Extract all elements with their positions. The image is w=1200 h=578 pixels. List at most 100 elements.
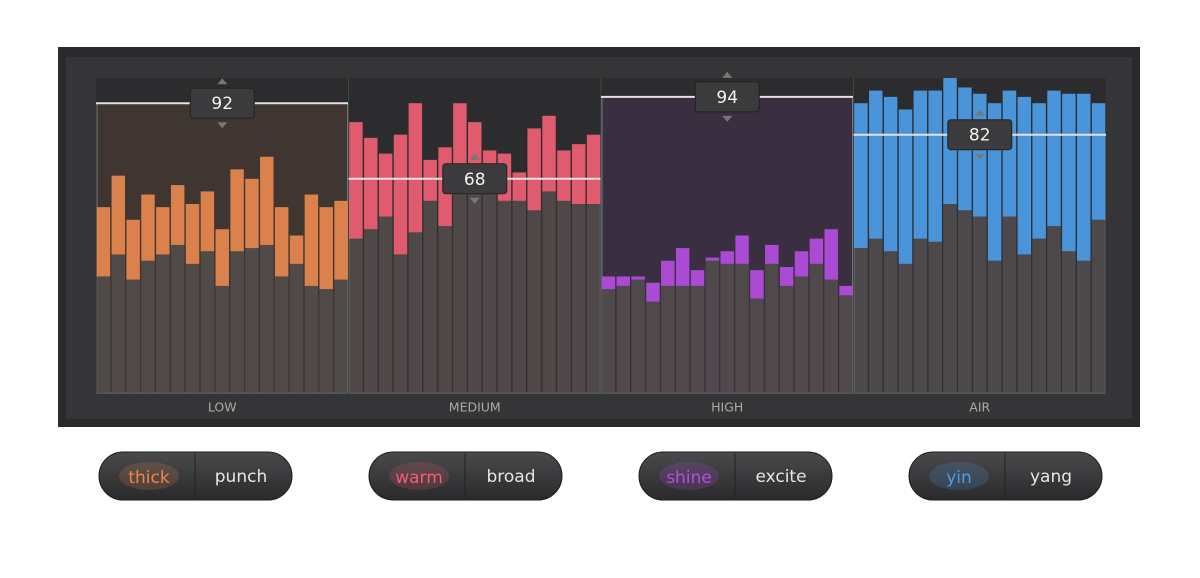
meter-bar [96,207,111,277]
meter-bar [661,260,675,286]
meter-bar [1076,93,1091,261]
band-label: MEDIUM [449,400,501,415]
meter-bar [378,153,393,217]
meter-floor [557,200,571,393]
meter-floor [616,285,631,393]
meter-bar [215,229,229,286]
knob-arrows [217,78,228,129]
meter-bar [809,238,824,264]
meter-floor [839,295,853,393]
meter-floor [690,285,705,393]
meter-bar [349,122,363,239]
meter-bar [408,103,423,233]
toggle-off[interactable]: broad [486,467,535,487]
meter-floor [869,238,883,393]
meter-bar [720,251,734,264]
meter-bar [705,257,720,261]
meter-floor [631,279,645,393]
meter-floor [928,241,942,393]
meter-floor [156,254,170,393]
toggle-on[interactable]: shine [666,468,712,488]
meter-bar [869,90,883,239]
meter-bar [1017,96,1032,255]
meter-bar [735,235,749,264]
meter-floor [675,285,690,393]
meter-bar [200,191,215,252]
meter-floor [319,289,333,393]
meter-floor [364,229,378,393]
meter-floor [973,216,987,393]
meter-bar [260,156,274,245]
meter-floor [230,251,244,393]
meter-floor [512,200,527,393]
meter-bar [616,276,631,286]
toggle-off[interactable]: yang [1030,467,1072,487]
meter-floor [111,254,126,393]
meter-floor [809,263,824,393]
meter-floor [408,232,423,393]
meter-bar [319,207,333,290]
knob-arrows [974,109,985,160]
meter-floor [779,285,794,393]
meter-floor [854,248,868,393]
meter-floor [349,238,363,393]
meter-bar [170,185,185,245]
toggle-glow [659,462,719,490]
knob-value: 92 [211,94,233,114]
threshold-knob[interactable] [442,163,508,195]
toggle-off[interactable]: excite [755,467,806,487]
toggle-on[interactable]: yin [946,468,972,488]
threshold-knob[interactable] [694,81,760,113]
meter-bar [824,229,838,280]
meter-bar [601,276,616,290]
meter-floor [289,263,304,393]
toggle-on[interactable]: warm [395,468,443,488]
toggle-off[interactable]: punch [215,467,267,487]
meter-floor [393,254,408,393]
meter-bar [928,90,942,242]
meter-floor [958,210,972,393]
meter-floor [571,204,586,393]
meter-floor [750,298,764,393]
meter-floor [1062,251,1076,393]
toggle-on[interactable]: thick [128,468,170,488]
meter-floor [497,200,512,393]
meter-floor [824,279,838,393]
meter-bar [690,270,705,286]
meter-floor [735,263,749,393]
meter-bar [274,207,289,277]
meter-bar [141,194,155,261]
meter-bar [883,96,898,252]
meter-floor [423,200,437,393]
meter-bar [126,219,140,280]
meter-bar [779,267,794,286]
meter-floor [438,226,452,393]
band-label: HIGH [711,400,743,415]
meter-bar [334,200,348,280]
threshold-knob[interactable] [189,87,255,119]
meter-bar [512,172,527,201]
meter-floor [646,301,660,393]
meter-floor [794,276,809,393]
meter-bar [1091,103,1106,220]
knob-arrows [722,71,733,122]
meter-floor [661,285,675,393]
meter-bar [586,134,601,204]
meter-bar [631,276,645,280]
meter-floor [943,204,957,393]
meter-floor [334,279,348,393]
meter-bar [571,144,586,204]
threshold-knob[interactable] [947,119,1013,151]
meter-bar [527,128,541,211]
meter-floor [200,251,215,393]
meter-bar [794,251,809,277]
knob-value: 82 [969,126,991,146]
meter-floor [468,175,482,393]
toggle-glow [929,462,989,490]
meter-bar [913,90,928,239]
meter-floor [1091,219,1106,393]
meter-floor [586,204,601,393]
meter-floor [141,260,155,393]
meter-floor [304,285,319,393]
